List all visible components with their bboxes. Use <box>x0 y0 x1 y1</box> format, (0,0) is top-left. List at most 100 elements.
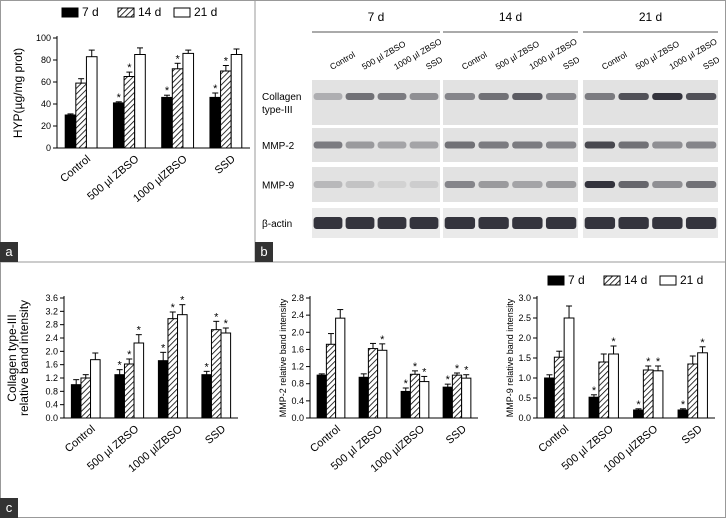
significance-marker: * <box>380 334 385 346</box>
blot-band <box>545 93 577 100</box>
significance-marker: * <box>224 56 229 68</box>
bar <box>367 348 379 419</box>
panel-badge <box>255 242 273 262</box>
bar <box>85 56 98 149</box>
legend-label: 21 d <box>680 273 703 287</box>
bar <box>553 356 565 419</box>
significance-marker: * <box>117 92 122 104</box>
bar <box>325 343 337 419</box>
blot-band <box>313 181 343 188</box>
row-label: Collagen <box>262 92 301 103</box>
blot-band <box>409 141 439 149</box>
significance-marker: * <box>592 385 597 397</box>
blot-background <box>583 80 718 125</box>
y-axis-label: Collagen type-III <box>5 314 19 401</box>
bar <box>230 54 243 149</box>
significance-marker: * <box>700 337 705 349</box>
bar <box>608 353 619 419</box>
blot-band <box>409 217 439 229</box>
blot-band <box>444 93 476 100</box>
significance-marker: * <box>404 378 409 390</box>
blot-background <box>443 167 578 202</box>
bar <box>123 363 135 419</box>
blot-band <box>313 93 343 100</box>
blot-band <box>584 181 616 188</box>
legend-label: 14 d <box>624 273 647 287</box>
legend-swatch <box>603 275 621 286</box>
blot-band <box>685 93 717 100</box>
y-tick-label: 2.0 <box>45 346 58 356</box>
legend-label: 7 d <box>82 5 99 19</box>
blot-band <box>313 217 343 229</box>
y-tick-label: 20 <box>41 121 51 131</box>
blot-band <box>618 217 649 229</box>
bar <box>201 374 212 419</box>
bar <box>70 384 82 419</box>
bar <box>697 352 708 419</box>
bar <box>210 329 222 419</box>
legend-swatch <box>659 275 677 286</box>
blot-band <box>652 217 683 229</box>
y-tick-label: 2.0 <box>291 327 304 337</box>
row-label: type-III <box>262 105 293 116</box>
y-tick-label: 2.4 <box>45 333 58 343</box>
y-tick-label: 2.8 <box>45 320 58 330</box>
blot-band <box>545 141 577 149</box>
blot-band <box>444 141 476 149</box>
blot-band <box>685 217 717 229</box>
bar <box>563 317 575 419</box>
group-label: 21 d <box>639 10 662 24</box>
blot-band <box>345 181 375 188</box>
significance-marker: * <box>165 85 170 97</box>
significance-marker: * <box>446 374 451 386</box>
bar <box>652 370 664 419</box>
bar <box>419 381 430 419</box>
blot-band <box>444 217 476 229</box>
bar <box>123 76 136 149</box>
y-tick-label: 1.0 <box>518 373 531 383</box>
significance-marker: * <box>611 336 616 348</box>
bar <box>134 54 146 149</box>
legend-label: 7 d <box>568 273 585 287</box>
bar <box>461 377 472 419</box>
y-tick-label: 0.0 <box>45 413 58 423</box>
row-label: β-actin <box>262 219 292 230</box>
bar <box>358 376 369 419</box>
significance-marker: * <box>636 399 641 411</box>
significance-marker: * <box>171 302 176 314</box>
bar <box>114 374 125 419</box>
blot-band <box>409 93 439 100</box>
panel-badge <box>0 242 18 262</box>
blot-band <box>618 181 649 188</box>
y-axis-label: HYP(µg/mg prot) <box>11 48 25 138</box>
blot-band <box>545 181 577 188</box>
y-tick-label: 100 <box>36 33 51 43</box>
blot-band <box>313 141 343 149</box>
significance-marker: * <box>413 361 418 373</box>
y-tick-label: 1.2 <box>45 373 58 383</box>
blot-band <box>345 141 375 149</box>
blot-band <box>512 93 543 100</box>
significance-marker: * <box>681 399 686 411</box>
bar <box>642 369 654 419</box>
blot-band <box>545 217 577 229</box>
bar <box>161 96 173 149</box>
y-axis-label: relative band intensity <box>17 300 31 416</box>
bar <box>171 68 184 149</box>
bar <box>182 52 195 149</box>
blot-band <box>618 93 649 100</box>
legend-label: 14 d <box>138 5 161 19</box>
blot-band <box>478 217 509 229</box>
blot-band <box>685 181 717 188</box>
legend-label: 21 d <box>194 5 217 19</box>
significance-marker: * <box>127 349 132 361</box>
bar <box>112 102 125 149</box>
y-tick-label: 3.0 <box>518 293 531 303</box>
significance-marker: * <box>464 365 469 377</box>
bar <box>677 409 689 419</box>
bar <box>75 82 87 149</box>
bar <box>451 374 463 419</box>
significance-marker: * <box>646 356 651 368</box>
significance-marker: * <box>127 62 132 74</box>
